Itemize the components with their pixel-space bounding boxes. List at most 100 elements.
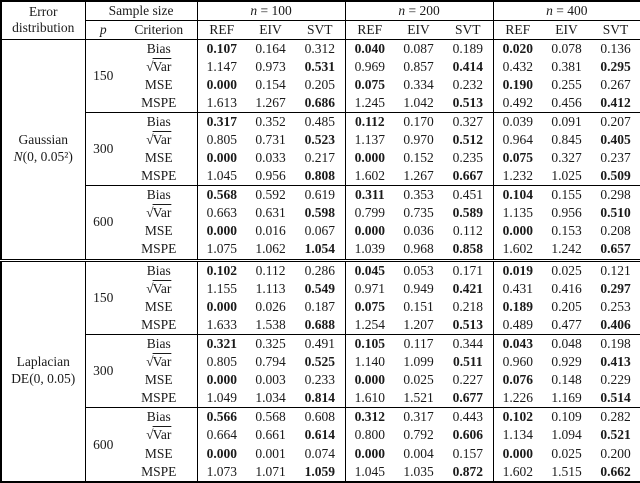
value-cell: 0.297 xyxy=(600,280,631,296)
value-cell: 0.136 xyxy=(600,40,631,56)
value-cell: 0.104 xyxy=(493,185,543,205)
value-cell: 0.568 xyxy=(246,407,296,427)
value-cell: 0.489 xyxy=(502,316,533,332)
value-cell: 0.325 xyxy=(246,334,296,354)
n-value: = 200 xyxy=(405,2,440,18)
distribution-symbol: DE xyxy=(11,371,30,387)
table-row: MSE 0.000 0.026 0.187 0.075 0.151 0.218 0.189 0.… xyxy=(1,297,640,316)
value-cell: 0.614 xyxy=(295,426,346,445)
n-symbol: n xyxy=(250,2,258,18)
value-cell: 1.254 xyxy=(354,316,385,332)
value-cell: 0.321 xyxy=(197,334,247,354)
value-cell: 1.610 xyxy=(354,390,385,406)
value-cell: 0.688 xyxy=(295,315,346,335)
value-cell: 0.327 xyxy=(443,111,494,131)
value-cell: 0.549 xyxy=(295,279,346,298)
value-cell: 0.164 xyxy=(255,40,286,56)
distribution-params: N(0, 0.05²) xyxy=(2,149,84,166)
sqrt-symbol: √ xyxy=(146,427,153,443)
criterion-cell: MSPE xyxy=(121,240,198,261)
criterion-cell: Bias xyxy=(121,258,198,280)
p-column-header: p xyxy=(85,20,121,40)
table-row: √Var 1.147 0.973 0.531 0.969 0.857 0.414 0.432 0… xyxy=(1,57,640,76)
value-cell: 1.059 xyxy=(295,462,346,482)
value-cell: 0.970 xyxy=(403,131,434,147)
criterion-cell: √Var xyxy=(121,279,198,298)
value-cell: 0.606 xyxy=(443,426,494,445)
table-row: 600 Bias 0.566 0.568 0.608 0.312 0.317 0.443 0.1… xyxy=(1,407,640,482)
value-cell: 0.000 xyxy=(502,445,533,461)
value-cell: 0.857 xyxy=(403,58,434,74)
method-header-svt: SVT xyxy=(591,20,640,40)
value-cell: 1.099 xyxy=(403,354,434,370)
criterion-cell: Bias xyxy=(121,185,198,205)
value-cell: 0.043 xyxy=(493,334,543,354)
criterion-cell: √Var xyxy=(121,57,198,76)
distribution-params: DE(0, 0.05) xyxy=(2,371,84,388)
value-cell: 0.091 xyxy=(542,111,592,131)
value-cell: 0.512 xyxy=(443,130,494,149)
value-cell: 0.312 xyxy=(295,39,346,58)
value-cell: 0.267 xyxy=(600,76,631,92)
criterion-cell: MSE xyxy=(121,371,198,390)
value-cell: 0.731 xyxy=(255,131,286,147)
sqrt-symbol: √ xyxy=(146,205,153,221)
value-cell: 0.667 xyxy=(443,167,494,186)
value-cell: 0.960 xyxy=(502,354,533,370)
table-row: MSE 0.000 0.154 0.205 0.075 0.334 0.232 0.190 0.… xyxy=(1,75,640,94)
value-cell: 0.677 xyxy=(443,389,494,408)
value-cell: 1.034 xyxy=(255,390,286,406)
value-cell: 0.858 xyxy=(443,240,494,261)
value-cell: 0.189 xyxy=(502,298,533,314)
value-cell: 0.217 xyxy=(295,148,346,168)
p-value-cell: 600 xyxy=(85,407,121,482)
value-cell: 0.121 xyxy=(591,258,640,280)
value-cell: 1.054 xyxy=(295,240,346,261)
value-cell: 0.000 xyxy=(206,223,237,239)
value-cell: 0.799 xyxy=(354,205,385,221)
p-value-cell: 300 xyxy=(85,111,121,186)
value-cell: 0.075 xyxy=(502,149,533,165)
method-header-ref: REF xyxy=(197,20,247,40)
value-cell: 1.521 xyxy=(403,390,434,406)
value-cell: 0.237 xyxy=(600,149,631,165)
value-cell: 0.000 xyxy=(206,445,237,461)
value-cell: 0.808 xyxy=(295,167,346,186)
distribution-symbol: N xyxy=(13,149,23,165)
value-cell: 1.147 xyxy=(206,58,237,74)
value-cell: 1.515 xyxy=(551,463,582,479)
sqrt-symbol: √ xyxy=(146,354,153,370)
value-cell: 0.413 xyxy=(600,354,631,370)
value-cell: 1.602 xyxy=(502,241,533,257)
value-cell: 0.412 xyxy=(600,94,631,110)
value-cell: 0.025 xyxy=(551,445,582,461)
value-cell: 1.633 xyxy=(206,316,237,332)
value-cell: 0.969 xyxy=(354,58,385,74)
value-cell: 0.233 xyxy=(295,371,346,390)
criterion-cell: MSE xyxy=(121,75,198,94)
value-cell: 0.152 xyxy=(403,149,434,165)
value-cell: 0.657 xyxy=(600,241,631,257)
value-cell: 0.074 xyxy=(295,444,346,463)
error-distribution-header: Error distribution xyxy=(1,1,86,40)
value-cell: 0.157 xyxy=(443,444,494,463)
value-cell: 0.317 xyxy=(394,407,444,427)
value-cell: 0.523 xyxy=(295,130,346,149)
value-cell: 0.000 xyxy=(206,149,237,165)
value-cell: 0.513 xyxy=(443,93,494,113)
value-cell: 0.000 xyxy=(502,223,533,239)
value-cell: 1.025 xyxy=(551,168,582,184)
value-cell: 0.000 xyxy=(206,76,237,92)
value-cell: 0.568 xyxy=(197,185,247,205)
value-cell: 0.485 xyxy=(295,111,346,131)
value-cell: 1.062 xyxy=(255,241,286,257)
value-cell: 1.045 xyxy=(206,168,237,184)
value-cell: 0.686 xyxy=(295,93,346,113)
value-cell: 0.525 xyxy=(295,353,346,372)
value-cell: 1.267 xyxy=(403,168,434,184)
value-cell: 0.477 xyxy=(551,316,582,332)
criterion-cell: MSPE xyxy=(121,167,198,186)
value-cell: 0.087 xyxy=(403,40,434,56)
value-cell: 1.207 xyxy=(403,316,434,332)
